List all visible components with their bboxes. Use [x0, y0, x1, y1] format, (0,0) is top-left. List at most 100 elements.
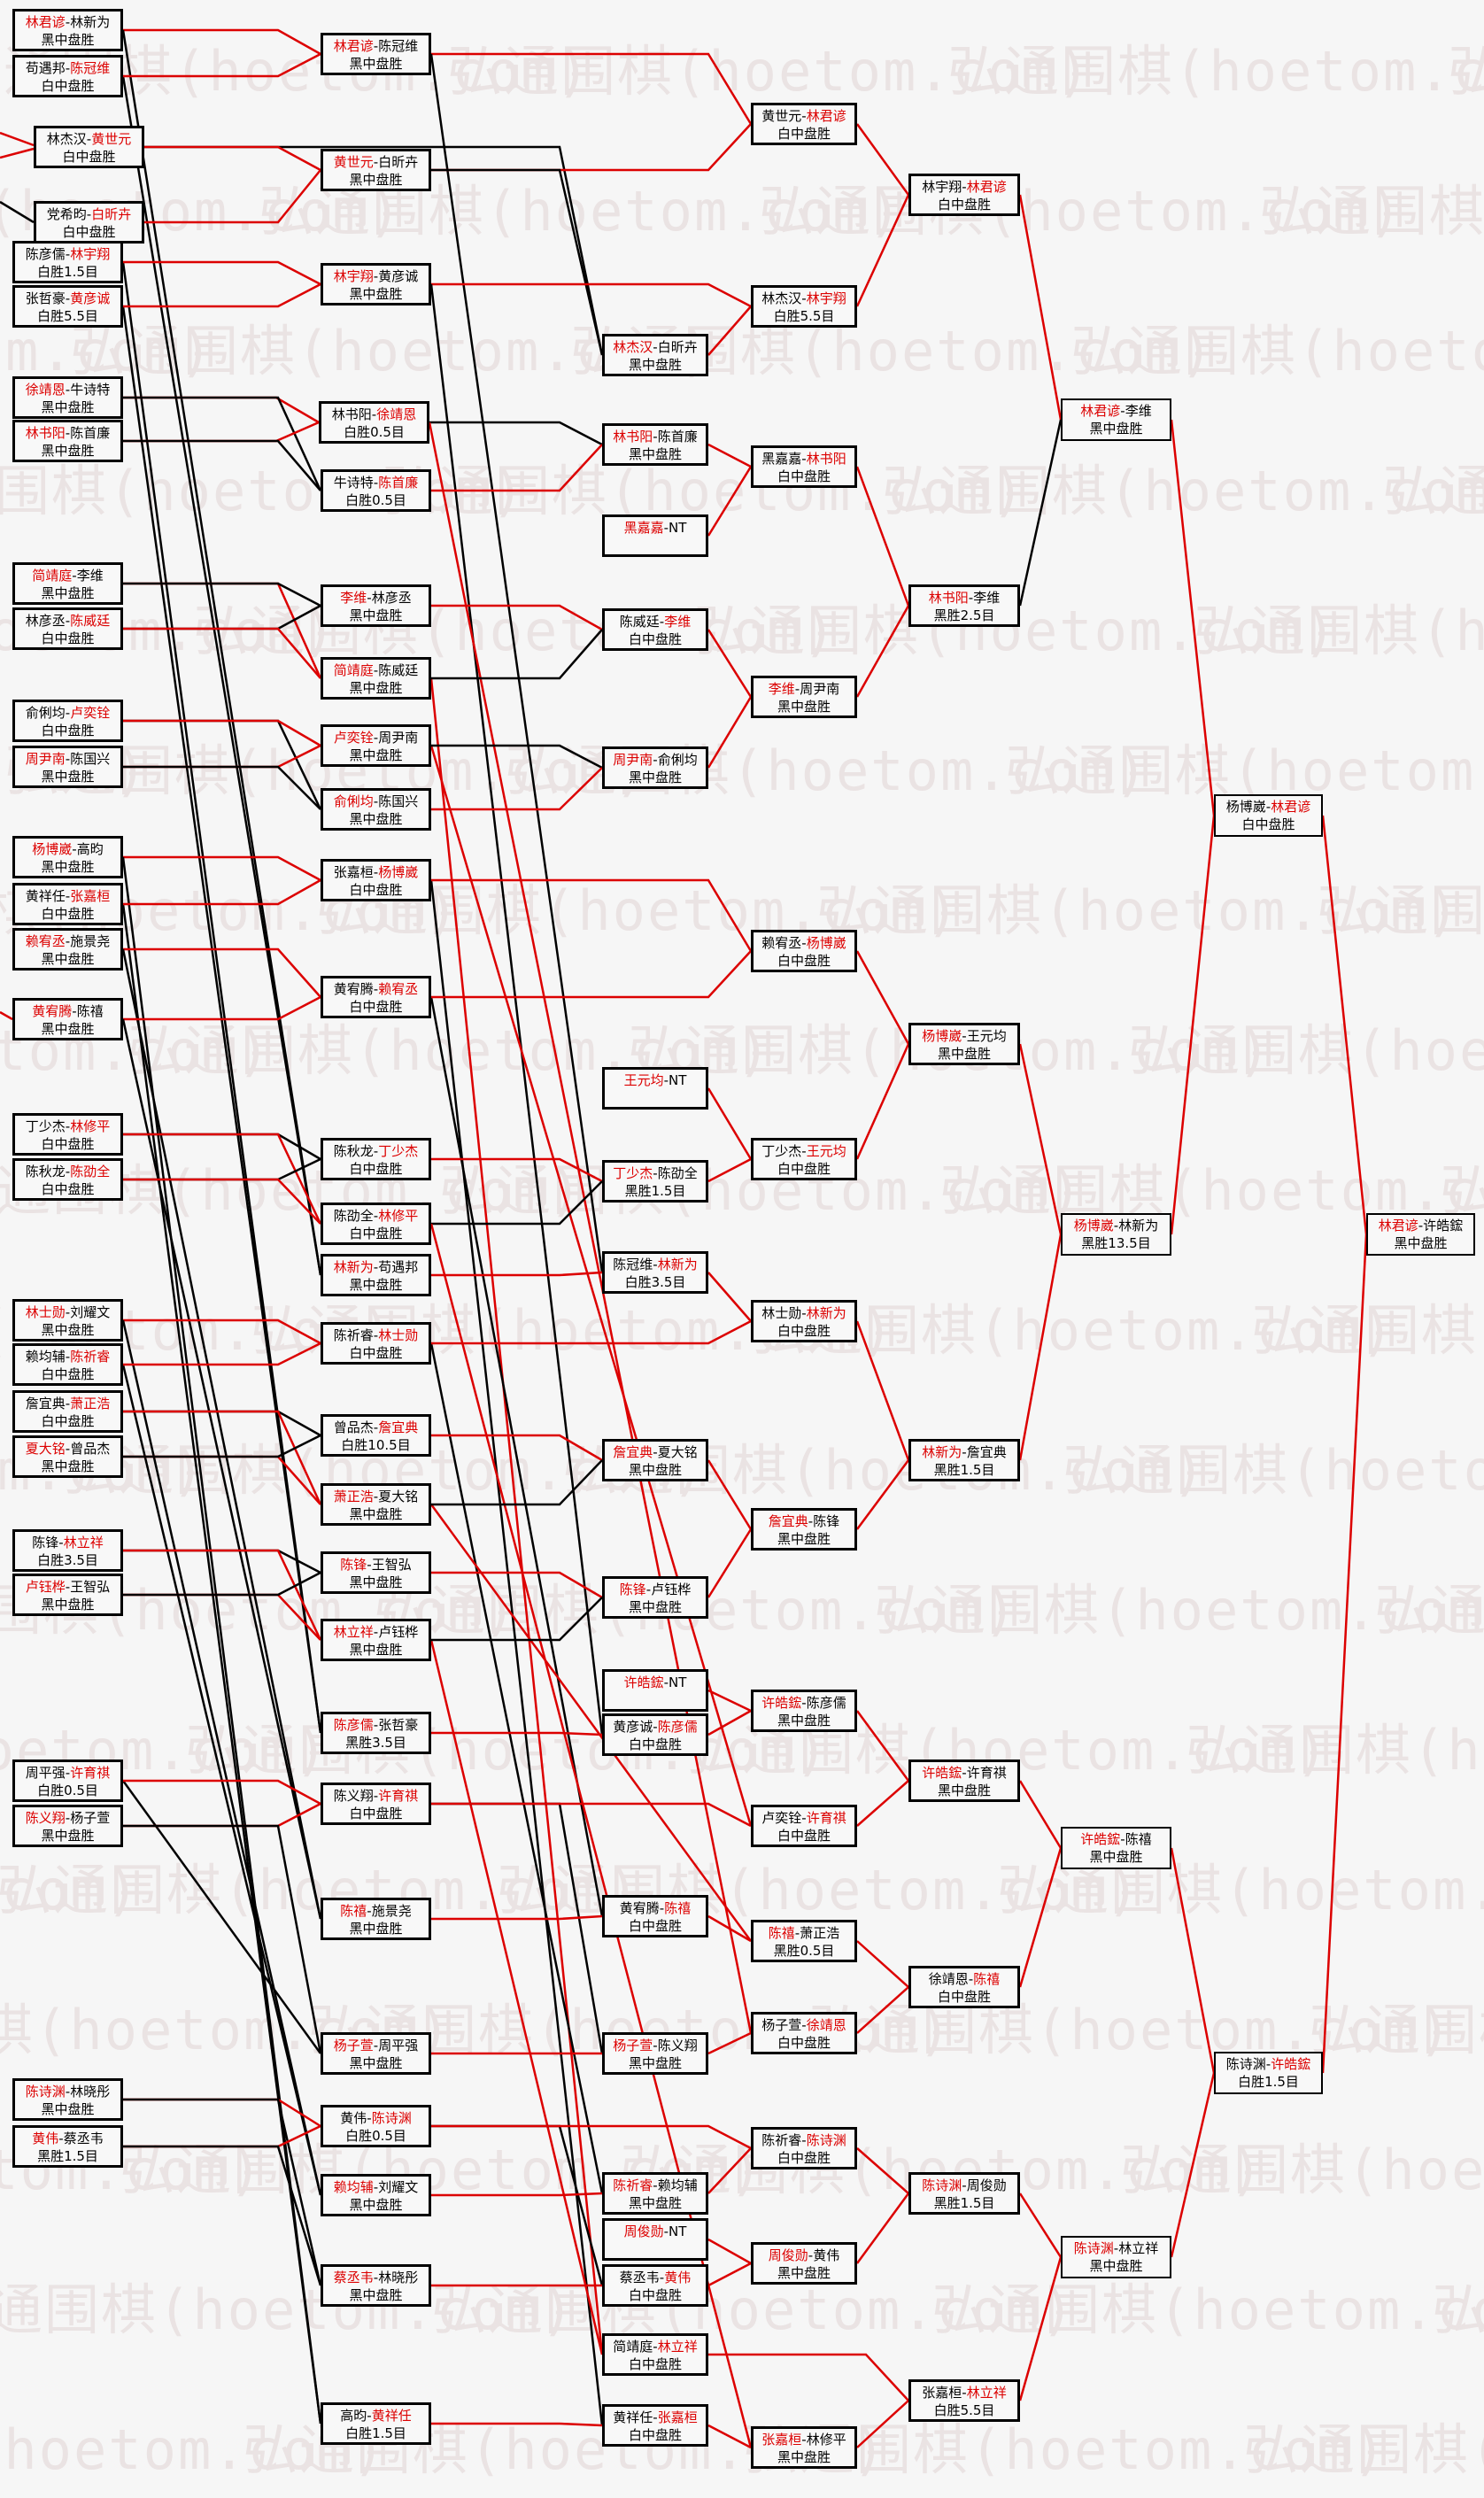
match-players: 俞俐均-卢奕铨 — [15, 704, 120, 722]
winner-line — [707, 466, 753, 537]
match-box-m99: 杨博崴-林新为 黑胜13.5目 — [1061, 1213, 1171, 1256]
match-box-m65: 陈锋-卢钰桦 黑中盘胜 — [602, 1576, 708, 1619]
match-box-m12: 周尹南-陈国兴 黑中盘胜 — [12, 746, 123, 788]
winner-line — [1170, 1847, 1216, 2074]
winner-line — [707, 2031, 752, 2055]
match-players: 俞俐均-陈国兴 — [323, 793, 429, 810]
match-result: 黑中盘胜 — [349, 2287, 403, 2303]
winner-line — [431, 878, 753, 952]
player-name: 黄宥腾 — [333, 981, 374, 997]
match-players: 赖均辅-刘耀文 — [323, 2178, 429, 2196]
player-name: 林立祥 — [333, 1624, 374, 1640]
match-box-m30: 黄世元-白昕卉 黑中盘胜 — [321, 149, 431, 191]
match-players: 陈祈睿-陈诗渊 — [754, 2131, 854, 2149]
winner-line — [123, 947, 321, 998]
match-players: 张嘉桓-杨博崴 — [323, 863, 429, 881]
vs-dash: - — [72, 568, 77, 584]
match-players: 简靖庭-林立祥 — [605, 2338, 706, 2355]
player-name: 陈禧 — [973, 1971, 1001, 1987]
vs-dash: - — [65, 290, 71, 306]
player-name: 陈冠维 — [70, 60, 111, 76]
match-box-m66: 许皓鋐-NT — [602, 1669, 708, 1712]
winner-line — [428, 421, 753, 2034]
player-name: 林新为 — [922, 1444, 962, 1460]
vs-dash: - — [1418, 1218, 1424, 1234]
match-players: 陈冠维-林新为 — [605, 1256, 706, 1273]
match-box-m63: 陈冠维-林新为 白胜3.5目 — [602, 1251, 708, 1294]
vs-dash: - — [367, 590, 372, 606]
match-players: 周俊勋-NT — [605, 2223, 706, 2240]
match-players: 林新为-詹宜典 — [911, 1443, 1017, 1461]
player-name: 白昕卉 — [91, 206, 132, 222]
match-box-m41: 陈劭全-林修平 白中盘胜 — [321, 1203, 431, 1245]
match-result: 白中盘胜 — [628, 2356, 682, 2372]
match-box-m62: 丁少杰-陈劭全 黑胜1.5目 — [602, 1160, 708, 1203]
match-box-m73: 简靖庭-林立祥 白中盘胜 — [602, 2333, 708, 2376]
match-players: 黄伟-蔡丞韦 — [15, 2130, 120, 2147]
player-name: 黄伟 — [340, 2110, 367, 2126]
match-box-m23: 陈锋-林立祥 白胜3.5目 — [12, 1529, 123, 1572]
match-box-m64: 詹宜典-夏大铭 黑中盘胜 — [602, 1439, 708, 1481]
match-box-m94: 许皓鋐-许育祺 黑中盘胜 — [908, 1759, 1020, 1802]
player-name: 林君谚 — [1271, 799, 1311, 815]
match-result: 白中盘胜 — [628, 631, 682, 647]
player-name: 卢奕铨 — [70, 705, 111, 721]
winner-line — [856, 1940, 909, 1988]
match-players: 陈祈睿-林士勋 — [323, 1326, 429, 1344]
player-name: 陈诗渊 — [1073, 2240, 1114, 2256]
match-result: 白胜0.5目 — [37, 1783, 98, 1798]
player-name: 牛诗特 — [70, 382, 111, 398]
vs-dash: - — [968, 590, 974, 606]
match-result: 黑中盘胜 — [628, 446, 682, 462]
player-name: 林君谚 — [966, 179, 1007, 195]
winner-line — [707, 443, 752, 468]
player-name: 许育祺 — [806, 1810, 846, 1826]
match-players: 陈禧-萧正浩 — [754, 1924, 854, 1942]
match-result: 白胜3.5目 — [624, 1274, 686, 1290]
match-players: 林宇翔-黄彦诚 — [323, 267, 429, 285]
match-box-m56: 林杰汉-白昕卉 黑中盘胜 — [602, 334, 708, 376]
loser-line — [1018, 419, 1063, 607]
vs-dash: - — [659, 2270, 665, 2285]
match-result: 黑中盘胜 — [349, 811, 403, 827]
match-players: 周尹南-俞俐均 — [605, 751, 706, 769]
winner-line — [855, 950, 910, 1045]
winner-line — [123, 1549, 322, 1641]
winner-line — [431, 444, 603, 492]
player-name: 曾品杰 — [70, 1441, 111, 1457]
vs-dash: - — [1113, 1218, 1119, 1234]
winner-line — [1018, 1043, 1063, 1235]
vs-dash: - — [663, 1072, 669, 1088]
match-players: 詹宜典-萧正浩 — [15, 1395, 120, 1412]
match-box-m80: 丁少杰-王元均 白中盘胜 — [751, 1138, 857, 1180]
match-box-m58: 黑嘉嘉-NT — [602, 514, 708, 557]
match-box-m16: 黄宥腾-陈禧 黑中盘胜 — [12, 998, 123, 1040]
match-result: 黑中盘胜 — [628, 770, 682, 785]
winner-line — [431, 767, 603, 811]
winner-line — [707, 1272, 752, 1322]
match-result: 白中盘胜 — [628, 1918, 682, 1934]
player-name: 林新为 — [333, 1259, 374, 1275]
player-name: 党希昀 — [46, 206, 87, 222]
player-name: 林杰汉 — [761, 290, 802, 306]
match-result: 黑中盘胜 — [628, 1599, 682, 1615]
vs-dash: - — [367, 1903, 372, 1919]
match-result: 黑胜3.5目 — [345, 1735, 406, 1751]
vs-dash: - — [801, 1305, 807, 1321]
player-name: 陈诗渊 — [922, 2177, 962, 2193]
player-name: 高昀 — [76, 841, 104, 857]
match-box-m42: 林新为-苟遇邦 黑中盘胜 — [321, 1254, 431, 1296]
match-result: 白中盘胜 — [349, 1345, 403, 1361]
player-name: 林书阳 — [928, 590, 969, 606]
player-name: 陈国兴 — [70, 751, 111, 767]
loser-line — [431, 1459, 603, 1506]
winner-line — [123, 1342, 321, 1366]
player-name: 简靖庭 — [32, 568, 73, 584]
match-players: 陈义翔-杨子萱 — [15, 1809, 120, 1827]
player-name: 陈劭全 — [657, 1165, 698, 1181]
player-name: 詹宜典 — [378, 1419, 419, 1435]
match-players: 林君谚-许皓鋐 — [1368, 1217, 1473, 1234]
match-result: 白中盘胜 — [41, 1181, 95, 1197]
winner-line — [1018, 2256, 1063, 2401]
vs-dash: - — [373, 2038, 379, 2053]
